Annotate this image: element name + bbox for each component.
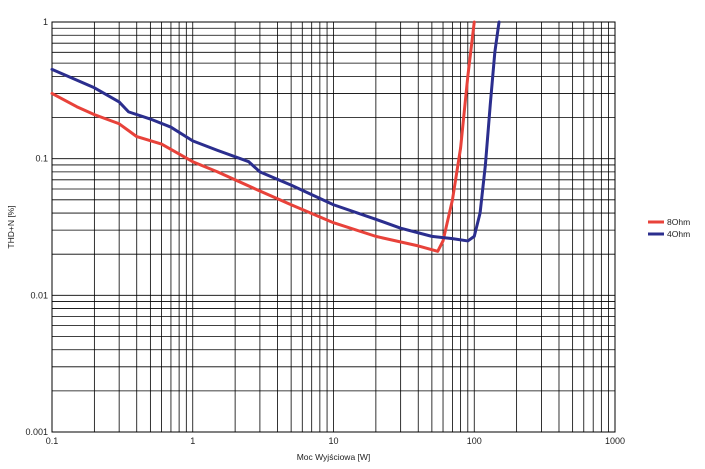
chart-grid xyxy=(51,22,615,433)
legend-label: 8Ohm xyxy=(667,217,690,227)
x-tick-labels: 0.1 1 10 100 1000 xyxy=(46,436,625,446)
x-tick-label: 100 xyxy=(467,436,482,446)
y-tick-label: 0.01 xyxy=(30,290,48,300)
series-line-4ohm xyxy=(50,20,501,243)
plot-frame xyxy=(51,21,616,433)
y-tick-label: 0.1 xyxy=(35,154,48,164)
legend: 8Ohm 4Ohm xyxy=(648,217,690,239)
x-tick-label: 10 xyxy=(328,436,338,446)
x-tick-label: 1000 xyxy=(605,436,625,446)
x-axis-title: Moc Wyjściowa [W] xyxy=(297,452,371,462)
y-axis-title: THD+N [%] xyxy=(6,205,16,248)
y-tick-label: 0.001 xyxy=(25,427,48,437)
x-tick-label: 0.1 xyxy=(46,436,59,446)
y-tick-label: 1 xyxy=(43,17,48,27)
legend-label: 4Ohm xyxy=(667,229,690,239)
series-lines xyxy=(50,20,501,253)
x-tick-label: 1 xyxy=(190,436,195,446)
series-line-8ohm xyxy=(50,20,476,253)
y-tick-labels: 0.001 0.01 0.1 1 xyxy=(25,17,48,437)
